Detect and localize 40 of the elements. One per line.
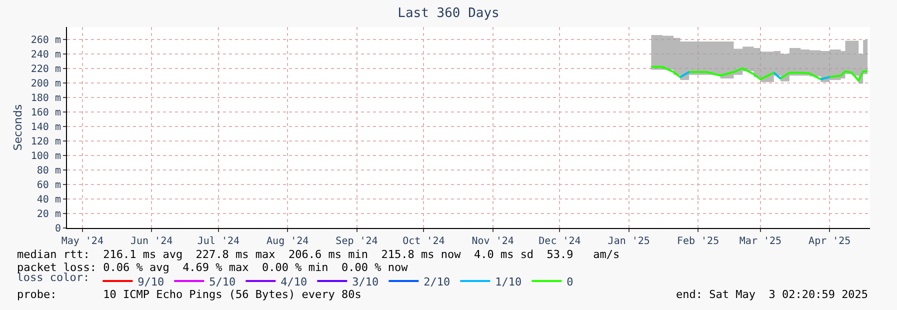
x-tick-label: Dec '24 [538, 236, 581, 247]
y-tick-label: 260 m [30, 34, 61, 46]
x-tick-label: Jan '25 [608, 236, 650, 247]
legend-label: 1/10 [495, 275, 522, 288]
y-tick-label: 0 [54, 224, 61, 234]
text: median rtt: 216.1 ms avg 227.8 ms max 206.6 ms min 215.8 ms now 4.0 ms sd 53.9 am/s [17, 248, 620, 261]
x-tick-label: Jul '24 [197, 236, 240, 247]
y-tick-label: 160 m [30, 107, 61, 118]
y-tick-label: 80 m [36, 165, 61, 176]
y-tick-label: 120 m [30, 136, 61, 148]
legend-label: 0 [566, 275, 574, 288]
legend-label: 9/10 [138, 275, 164, 288]
x-tick-label: Feb '25 [676, 236, 720, 247]
y-tick-label: 220 m [30, 64, 61, 75]
text: end: Sat May 3 02:20:59 2025 [676, 288, 868, 301]
y-tick-label: 20 m [36, 208, 61, 220]
legend-label: 5/10 [209, 275, 236, 288]
x-tick-label: Aug '24 [266, 236, 309, 247]
y-tick-label: 200 m [30, 78, 61, 90]
y-tick-label: 240 m [30, 49, 61, 60]
legend-label: 4/10 [280, 275, 308, 288]
legend-label: 2/10 [424, 275, 450, 288]
y-tick-label: 140 m [30, 122, 61, 133]
legend-label: 3/10 [352, 275, 379, 288]
line-series [650, 66, 869, 82]
text: packet loss: 0.06 % avg 4.69 % max 0.00 % min 0.00 % now [17, 261, 408, 274]
y-axis-title: Seconds [12, 104, 25, 151]
y-tick-label: 100 m [30, 150, 61, 162]
y-tick-label: 40 m [36, 194, 61, 206]
x-tick-label: Sep '24 [336, 236, 378, 247]
x-tick-label: May '24 [61, 236, 104, 247]
x-tick-label: Jun '24 [130, 236, 173, 247]
x-tick-label: Oct '24 [402, 236, 445, 247]
y-tick-label: 180 m [30, 92, 61, 104]
x-tick-label: Apr '25 [808, 236, 851, 247]
chart-title: Last 360 Days [398, 6, 500, 22]
x-tick-label: Nov '24 [472, 236, 514, 247]
text: probe: 10 ICMP Echo Pings (56 Bytes) every 80s [17, 288, 362, 301]
y-tick-label: 60 m [36, 180, 61, 191]
x-tick-label: Mar '25 [739, 236, 782, 247]
